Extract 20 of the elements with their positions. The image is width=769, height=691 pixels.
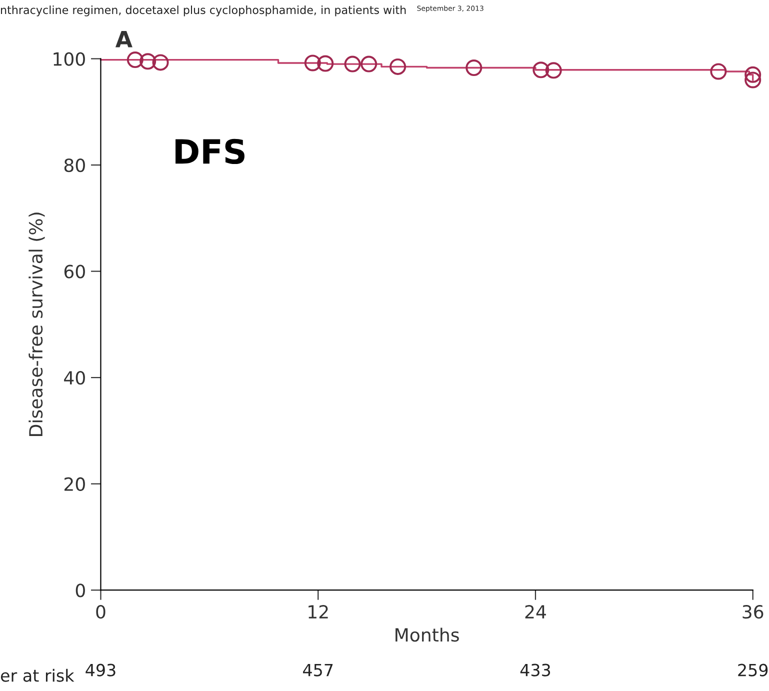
y-tick-label: 80 — [64, 158, 85, 172]
y-tick-label: 60 — [64, 264, 85, 278]
x-tick-label: 36 — [742, 605, 764, 619]
text: 493 — [86, 664, 116, 676]
text: 457 — [303, 664, 333, 676]
y-tick-label: 20 — [64, 477, 85, 491]
annotation: DFS — [176, 138, 244, 164]
y-tick-label: 40 — [64, 371, 85, 385]
x-axis-title: Months — [396, 628, 459, 642]
x-tick-label: 12 — [308, 605, 328, 618]
text: er at risk — [0, 668, 74, 682]
text: 259 — [738, 664, 768, 676]
y-tick-label: 0 — [76, 584, 85, 598]
x-tick-label: 0 — [96, 605, 106, 619]
text: 433 — [520, 664, 550, 676]
text: nthracycline regimen, docetaxel plus cyclophosphamide, in patients with — [1, 6, 406, 16]
y-axis-title: Disease-free survival (%) — [28, 212, 45, 436]
chart-title: A — [115, 31, 132, 48]
y-tick-label: 100 — [54, 52, 85, 66]
x-tick-label: 24 — [525, 605, 546, 618]
